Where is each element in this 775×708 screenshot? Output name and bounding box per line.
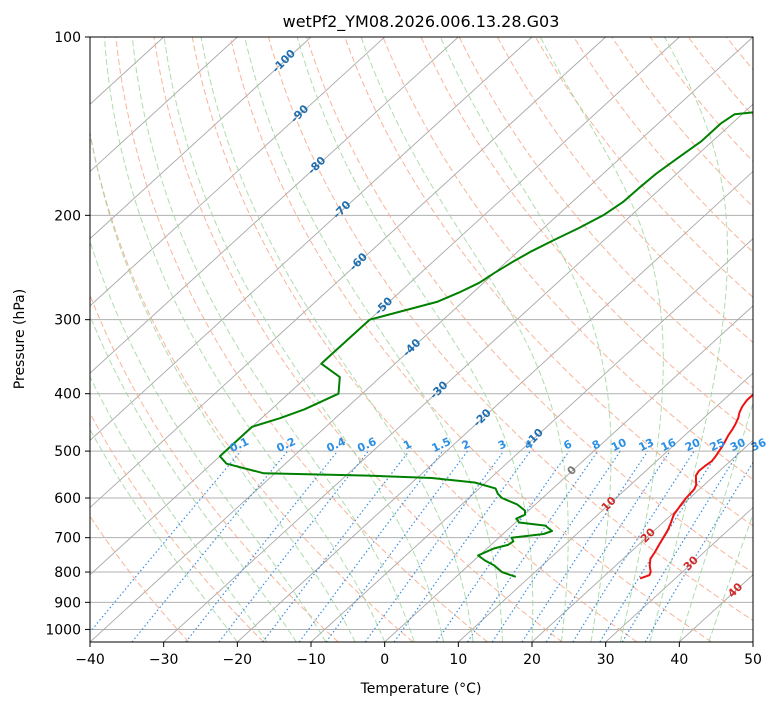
dry-adiabat-line <box>496 37 753 344</box>
isotherm-line <box>90 37 312 240</box>
y-tick-label: 1000 <box>45 622 81 638</box>
plot-frame <box>89 36 754 643</box>
isotherm-line <box>458 372 753 642</box>
moist-adiabat-line <box>90 239 327 642</box>
mixing-ratio-line <box>545 450 671 642</box>
isotherm-line <box>310 238 753 642</box>
y-tick-label: 600 <box>54 491 81 507</box>
mixing-ratio-label: 16 <box>659 436 679 454</box>
mixing-ratio-line <box>621 450 740 642</box>
dry-adiabat-line <box>458 37 753 389</box>
mixing-ratio-label: 25 <box>708 436 727 454</box>
dry-adiabat-line <box>90 131 414 642</box>
mixing-ratio-line <box>364 450 505 642</box>
isotherm-line <box>90 37 606 509</box>
y-tick-label: 400 <box>54 387 81 403</box>
mixing-ratio-line <box>131 450 289 642</box>
mixing-ratio-line <box>262 450 410 642</box>
moist-adiabat-line <box>296 37 534 642</box>
mixing-ratio-line <box>325 450 468 642</box>
y-tick-label: 300 <box>54 313 81 329</box>
dry-adiabat-line <box>115 37 488 642</box>
moist-adiabat-line <box>163 37 445 642</box>
moist-adiabat-line <box>200 37 474 642</box>
dry-adiabat-line <box>90 293 339 642</box>
dry-adiabat-line <box>90 412 264 642</box>
isotherm-line <box>90 37 753 642</box>
moist-adiabat-line <box>360 37 569 642</box>
mixing-ratio-line <box>572 450 695 642</box>
x-tick-label: −40 <box>75 652 105 668</box>
mixing-ratio-label: 20 <box>683 436 703 454</box>
mixing-ratio-line <box>435 450 570 642</box>
moist-adiabat-line <box>90 428 238 642</box>
x-axis-title: Temperature (°C) <box>360 681 482 697</box>
x-tick-label: 20 <box>523 652 541 668</box>
x-tick-label: 50 <box>744 652 762 668</box>
y-tick-label: 200 <box>54 208 81 224</box>
isotherm-line <box>163 103 753 642</box>
dry-adiabat-line <box>191 37 638 642</box>
x-tick-label: −30 <box>149 652 179 668</box>
x-tick-label: 10 <box>449 652 467 668</box>
y-tick-label: 100 <box>54 30 81 46</box>
isotherm-line <box>90 37 385 307</box>
x-tick-label: 30 <box>597 652 615 668</box>
moist-adiabat-line <box>649 37 728 642</box>
y-tick-label: 800 <box>54 565 81 581</box>
moist-adiabat-line <box>439 37 612 642</box>
temperature-profile-line <box>639 393 753 580</box>
isotherm-line <box>237 170 753 642</box>
dry-adiabat-line <box>306 37 753 574</box>
dry-adiabat-line <box>535 37 753 298</box>
moist-adiabat-line <box>244 37 503 642</box>
chart-title: wetPf2_YM08.2026.006.13.28.G03 <box>283 12 560 32</box>
moist-adiabat-line <box>103 37 386 642</box>
moist-adiabat-line <box>90 375 268 642</box>
mixing-ratio-label: 30 <box>728 436 748 454</box>
mixing-ratio-line <box>491 450 621 642</box>
isotherm-line <box>605 506 753 642</box>
isotherm-line <box>90 37 238 173</box>
mixing-ratio-line <box>90 450 242 633</box>
isotherm-line <box>90 37 533 441</box>
y-tick-label: 500 <box>54 444 81 460</box>
x-tick-label: −20 <box>223 652 253 668</box>
background-lines <box>90 37 753 642</box>
x-tick-label: −10 <box>296 652 326 668</box>
profile-lines <box>218 111 753 580</box>
dry-adiabat-line <box>344 37 753 527</box>
moist-adiabat-line <box>131 37 415 642</box>
dry-adiabat-line <box>268 37 753 622</box>
moist-adiabat-line <box>90 314 297 642</box>
mixing-ratio-line <box>185 450 339 642</box>
dry-adiabat-line <box>90 515 190 642</box>
mixing-ratio-label: 13 <box>637 436 656 454</box>
isotherm-line <box>384 305 753 642</box>
moist-adiabat-line <box>539 37 664 642</box>
y-tick-label: 900 <box>54 595 81 611</box>
dewpoint-profile-line <box>218 111 753 578</box>
y-tick-label: 700 <box>54 531 81 547</box>
mixing-ratio-label: 10 <box>609 436 629 454</box>
y-axis-title: Pressure (hPa) <box>12 289 28 389</box>
mixing-ratio-line <box>467 450 599 642</box>
mixing-ratio-label: 36 <box>749 436 769 454</box>
mixing-ratio-line <box>298 450 444 642</box>
axis-ticks: −40 −30 −20 −10 0 10 20 30 40 50 100 200 300 400 500 60… <box>45 30 762 668</box>
dry-adiabat-line <box>229 37 712 642</box>
x-tick-label: 0 <box>380 652 389 668</box>
x-tick-label: 40 <box>670 652 688 668</box>
isotherm-line <box>90 37 459 374</box>
isotherm-line <box>531 439 753 642</box>
moist-adiabat-line <box>678 401 753 642</box>
dry-adiabat-line <box>153 37 563 642</box>
moist-adiabat-line <box>90 129 356 642</box>
mixing-ratio-line <box>521 450 649 642</box>
